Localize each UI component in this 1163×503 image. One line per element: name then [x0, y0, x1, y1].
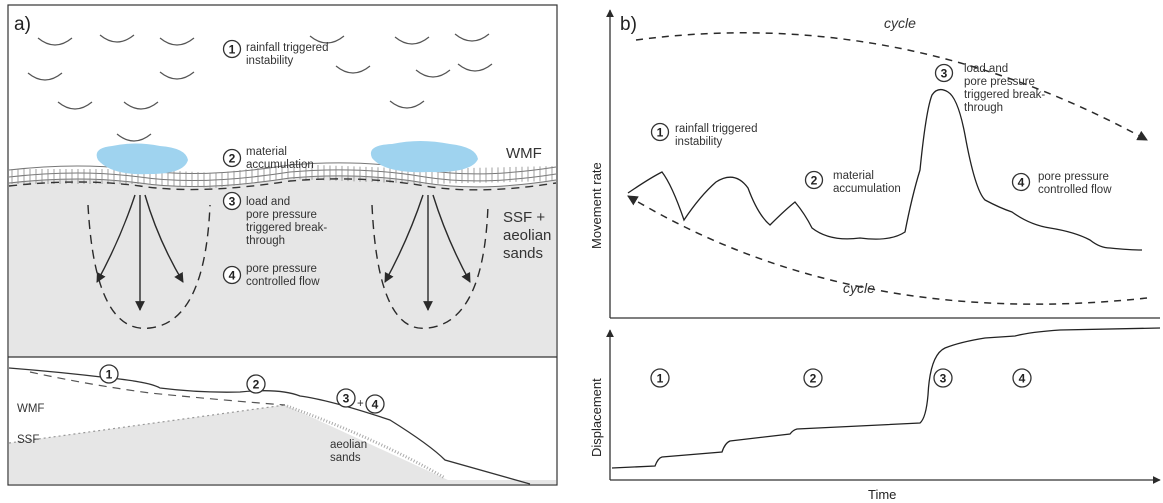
step-2-label: 2 material accumulation	[222, 146, 314, 171]
svg-text:through: through	[246, 235, 285, 247]
panel-a: a)	[7, 4, 558, 486]
cross-section: 1 2 3 + 4 WMF SSF aeolian sands	[8, 364, 556, 485]
svg-text:4: 4	[229, 269, 236, 283]
svg-text:4: 4	[1019, 372, 1026, 386]
svg-text:pore pressure: pore pressure	[1038, 171, 1109, 183]
svg-text:2: 2	[253, 378, 260, 392]
svg-text:1: 1	[106, 368, 113, 382]
panel-a-label: a)	[14, 14, 31, 35]
svg-text:instability: instability	[246, 55, 294, 67]
svg-text:2: 2	[811, 174, 818, 188]
rate-step-3-label: 3 load and pore pressure triggered break…	[934, 63, 1045, 114]
svg-text:pore pressure: pore pressure	[246, 209, 317, 221]
svg-text:1: 1	[657, 372, 664, 386]
flow-funnel-left	[87, 194, 211, 330]
cycle-arrow-bottom	[627, 195, 1148, 305]
svg-text:instability: instability	[675, 136, 723, 148]
rain-drops	[27, 33, 493, 142]
svg-text:pore pressure: pore pressure	[964, 76, 1035, 88]
rate-step-4-label: 4 pore pressure controlled flow	[1011, 171, 1112, 196]
step-1-label: 1 rainfall triggered instability	[222, 39, 328, 67]
svg-text:1: 1	[657, 126, 664, 140]
svg-text:3: 3	[941, 67, 948, 81]
wmf-base-dashed	[8, 178, 557, 191]
svg-text:4: 4	[1018, 176, 1025, 190]
wmf-hatch	[11, 164, 553, 188]
svg-text:3: 3	[229, 195, 236, 209]
svg-text:aeolian: aeolian	[330, 439, 367, 451]
svg-text:through: through	[964, 102, 1003, 114]
wmf-label: WMF	[506, 145, 542, 162]
ssf-label-line1: SSF +	[503, 209, 545, 226]
cycle-label-top: cycle	[884, 15, 916, 31]
svg-text:accumulation: accumulation	[833, 183, 901, 195]
movement-rate-curve	[627, 88, 1143, 251]
svg-text:SSF: SSF	[17, 434, 39, 446]
panel-b-label: b)	[620, 14, 637, 35]
ssf-label-line3: sands	[503, 245, 543, 262]
displacement-curve	[611, 327, 1161, 469]
svg-text:rainfall triggered: rainfall triggered	[246, 42, 328, 54]
step-3-label: 3 load and pore pressure triggered break…	[222, 191, 327, 247]
svg-text:3: 3	[343, 392, 350, 406]
svg-text:rainfall triggered: rainfall triggered	[675, 123, 757, 135]
svg-text:WMF: WMF	[17, 403, 44, 415]
svg-text:triggered break-: triggered break-	[246, 222, 327, 234]
svg-text:controlled flow: controlled flow	[246, 276, 320, 288]
svg-text:+: +	[357, 398, 364, 410]
svg-text:triggered break-: triggered break-	[964, 89, 1045, 101]
time-axis-label: Time	[868, 487, 896, 502]
svg-text:controlled flow: controlled flow	[1038, 184, 1112, 196]
movement-rate-axis-label: Movement rate	[589, 162, 604, 249]
svg-text:1: 1	[229, 43, 236, 57]
panel-b: b) Movement rate cycle cycle 1 rainfall …	[589, 9, 1161, 502]
svg-text:accumulation: accumulation	[246, 159, 314, 171]
svg-text:material: material	[246, 146, 287, 158]
ssf-ground	[9, 175, 556, 357]
water-pond-left	[96, 143, 188, 175]
svg-text:2: 2	[810, 372, 817, 386]
svg-text:pore pressure: pore pressure	[246, 263, 317, 275]
svg-text:load and: load and	[246, 196, 290, 208]
svg-text:material: material	[833, 170, 874, 182]
flow-funnel-right	[371, 194, 489, 329]
svg-text:4: 4	[372, 398, 379, 412]
cycle-label-bottom: cycle	[843, 280, 875, 296]
step-4-label: 4 pore pressure controlled flow	[222, 263, 320, 288]
svg-text:sands: sands	[330, 452, 361, 464]
rate-step-1-label: 1 rainfall triggered instability	[650, 122, 757, 148]
svg-text:load and: load and	[964, 63, 1008, 75]
cycle-arrow-top	[635, 32, 1148, 141]
ssf-label-line2: aeolian	[503, 227, 551, 244]
rate-step-2-label: 2 material accumulation	[804, 170, 901, 195]
displacement-axis-label: Displacement	[589, 378, 604, 457]
disp-step-labels: 1 2 3 4	[650, 368, 1032, 388]
water-pond-right	[370, 141, 478, 173]
svg-text:3: 3	[940, 372, 947, 386]
svg-text:2: 2	[229, 152, 236, 166]
wmf-layer	[8, 162, 557, 188]
